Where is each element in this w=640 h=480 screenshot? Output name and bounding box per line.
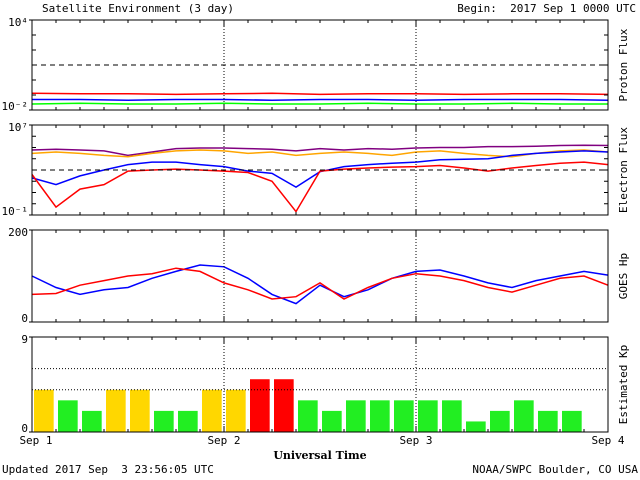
kp-bar bbox=[322, 410, 342, 432]
kp-bar bbox=[514, 400, 534, 432]
series-line bbox=[31, 161, 609, 213]
y-tick-label: 9 bbox=[21, 333, 28, 346]
kp-bar bbox=[178, 410, 198, 432]
kp-bar bbox=[490, 410, 510, 432]
y-axis-label: GOES Hp bbox=[617, 253, 630, 299]
panel-frame bbox=[31, 19, 609, 111]
kp-bar bbox=[370, 400, 390, 432]
kp-bar bbox=[154, 410, 174, 432]
kp-bar bbox=[202, 389, 222, 432]
kp-bar bbox=[394, 400, 414, 432]
kp-bar bbox=[418, 400, 438, 432]
begin-time: Begin: 2017 Sep 1 0000 UTC bbox=[457, 2, 636, 15]
panel-frame bbox=[31, 229, 609, 323]
x-axis-label: Universal Time bbox=[273, 449, 366, 462]
x-tick-label: Sep 2 bbox=[207, 434, 240, 447]
panel-frame bbox=[31, 124, 609, 216]
kp-bar bbox=[466, 421, 486, 432]
kp-bar bbox=[274, 379, 294, 432]
kp-bar bbox=[226, 389, 246, 432]
updated: Updated 2017 Sep 3 23:56:05 UTC bbox=[2, 463, 214, 476]
y-tick-label: 10⁻² bbox=[2, 100, 29, 113]
kp-bar bbox=[442, 400, 462, 432]
series-line bbox=[31, 267, 609, 300]
title: Satellite Environment (3 day) bbox=[42, 2, 234, 15]
y-axis-label: Electron Flux bbox=[617, 127, 630, 213]
series-line bbox=[31, 102, 608, 105]
y-tick-label: 10⁻¹ bbox=[2, 205, 29, 218]
y-axis-label: Estimated Kp bbox=[617, 345, 630, 424]
y-tick-label: 200 bbox=[8, 226, 28, 239]
kp-bar bbox=[130, 389, 150, 432]
series-line bbox=[31, 149, 609, 158]
kp-bar bbox=[250, 379, 270, 432]
kp-bar bbox=[106, 389, 126, 432]
series-line bbox=[32, 98, 609, 101]
series-line bbox=[31, 92, 609, 96]
kp-bar bbox=[538, 410, 558, 432]
credit: NOAA/SWPC Boulder, CO USA bbox=[472, 463, 638, 476]
y-tick-label: 0 bbox=[21, 422, 28, 435]
y-axis-label: Proton Flux bbox=[617, 28, 630, 101]
y-tick-label: 10⁴ bbox=[8, 16, 28, 29]
y-tick-label: 10⁷ bbox=[8, 121, 28, 134]
y-tick-label: 0 bbox=[21, 312, 28, 325]
x-tick-label: Sep 4 bbox=[591, 434, 624, 447]
kp-bar bbox=[562, 410, 582, 432]
x-tick-label: Sep 1 bbox=[19, 434, 52, 447]
series-line bbox=[31, 264, 609, 305]
kp-bar bbox=[82, 410, 102, 432]
kp-bar bbox=[58, 400, 78, 432]
kp-bar bbox=[346, 400, 366, 432]
kp-bar bbox=[34, 389, 54, 432]
panel-frame bbox=[31, 336, 609, 433]
kp-bar bbox=[298, 400, 318, 432]
x-tick-label: Sep 3 bbox=[399, 434, 432, 447]
series-line bbox=[31, 144, 609, 157]
